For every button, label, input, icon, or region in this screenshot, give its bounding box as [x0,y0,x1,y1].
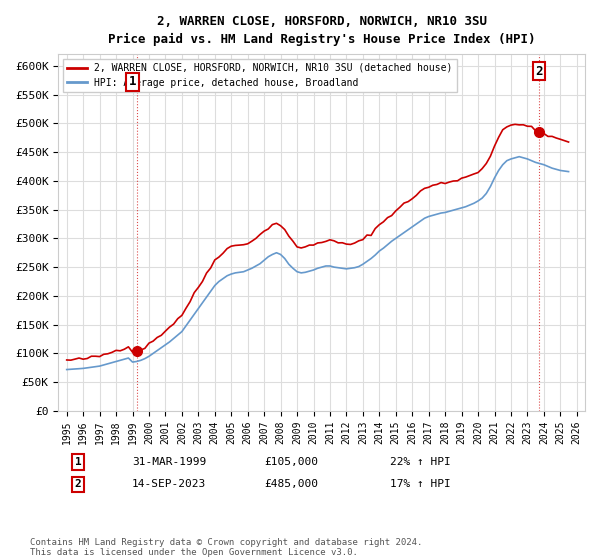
Text: 2: 2 [74,479,82,489]
Text: 22% ↑ HPI: 22% ↑ HPI [390,457,451,467]
Text: 31-MAR-1999: 31-MAR-1999 [132,457,206,467]
Text: 2: 2 [535,65,542,78]
Text: 1: 1 [74,457,82,467]
Text: Contains HM Land Registry data © Crown copyright and database right 2024.
This d: Contains HM Land Registry data © Crown c… [30,538,422,557]
Text: 17% ↑ HPI: 17% ↑ HPI [390,479,451,489]
Title: 2, WARREN CLOSE, HORSFORD, NORWICH, NR10 3SU
Price paid vs. HM Land Registry's H: 2, WARREN CLOSE, HORSFORD, NORWICH, NR10… [108,15,535,46]
Legend: 2, WARREN CLOSE, HORSFORD, NORWICH, NR10 3SU (detached house), HPI: Average pric: 2, WARREN CLOSE, HORSFORD, NORWICH, NR10… [64,59,457,92]
Text: £485,000: £485,000 [264,479,318,489]
Text: £105,000: £105,000 [264,457,318,467]
Text: 14-SEP-2023: 14-SEP-2023 [132,479,206,489]
Text: 1: 1 [129,76,136,88]
